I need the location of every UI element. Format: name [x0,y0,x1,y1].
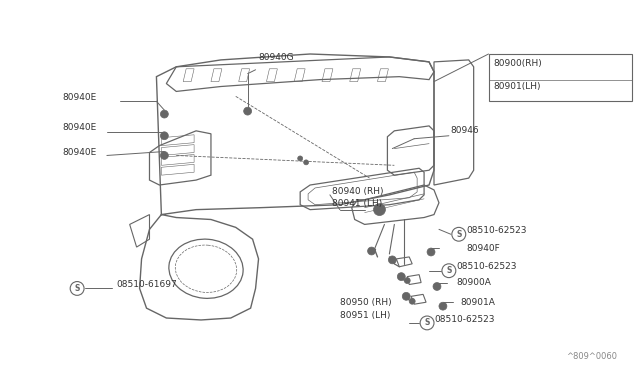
Text: 08510-62523: 08510-62523 [457,262,517,271]
Circle shape [303,160,308,165]
Circle shape [403,292,410,300]
Circle shape [388,256,396,264]
Circle shape [427,248,435,256]
Text: 80900A: 80900A [457,278,492,287]
Text: S: S [446,266,452,275]
Text: 80946: 80946 [451,126,479,135]
Circle shape [298,156,303,161]
Circle shape [439,302,447,310]
Text: 08510-62523: 08510-62523 [434,315,495,324]
Circle shape [433,283,441,291]
Text: S: S [424,318,429,327]
Text: 80951 (LH): 80951 (LH) [340,311,390,320]
Text: 80940E: 80940E [62,148,97,157]
Text: 80940 (RH): 80940 (RH) [332,187,383,196]
Circle shape [161,151,168,160]
Circle shape [374,204,385,215]
Text: 80940E: 80940E [62,93,97,102]
Circle shape [409,298,415,304]
Text: 80950 (RH): 80950 (RH) [340,298,392,307]
Text: 80901(LH): 80901(LH) [493,81,541,91]
Text: S: S [456,230,461,239]
Text: 80940F: 80940F [467,244,500,253]
Circle shape [397,273,405,280]
Text: 80900(RH): 80900(RH) [493,59,542,68]
Circle shape [244,107,252,115]
Circle shape [161,132,168,140]
Circle shape [367,247,376,255]
Text: 80901A: 80901A [461,298,495,307]
Circle shape [161,110,168,118]
Text: S: S [74,284,80,293]
Text: 08510-62523: 08510-62523 [467,226,527,235]
Circle shape [404,278,410,283]
Circle shape [376,207,383,212]
Text: ^809^0060: ^809^0060 [566,353,618,362]
Text: 80941 (LH): 80941 (LH) [332,199,382,208]
Text: 80940E: 80940E [62,124,97,132]
Text: 08510-61697: 08510-61697 [116,280,177,289]
Text: 80940G: 80940G [259,54,294,62]
